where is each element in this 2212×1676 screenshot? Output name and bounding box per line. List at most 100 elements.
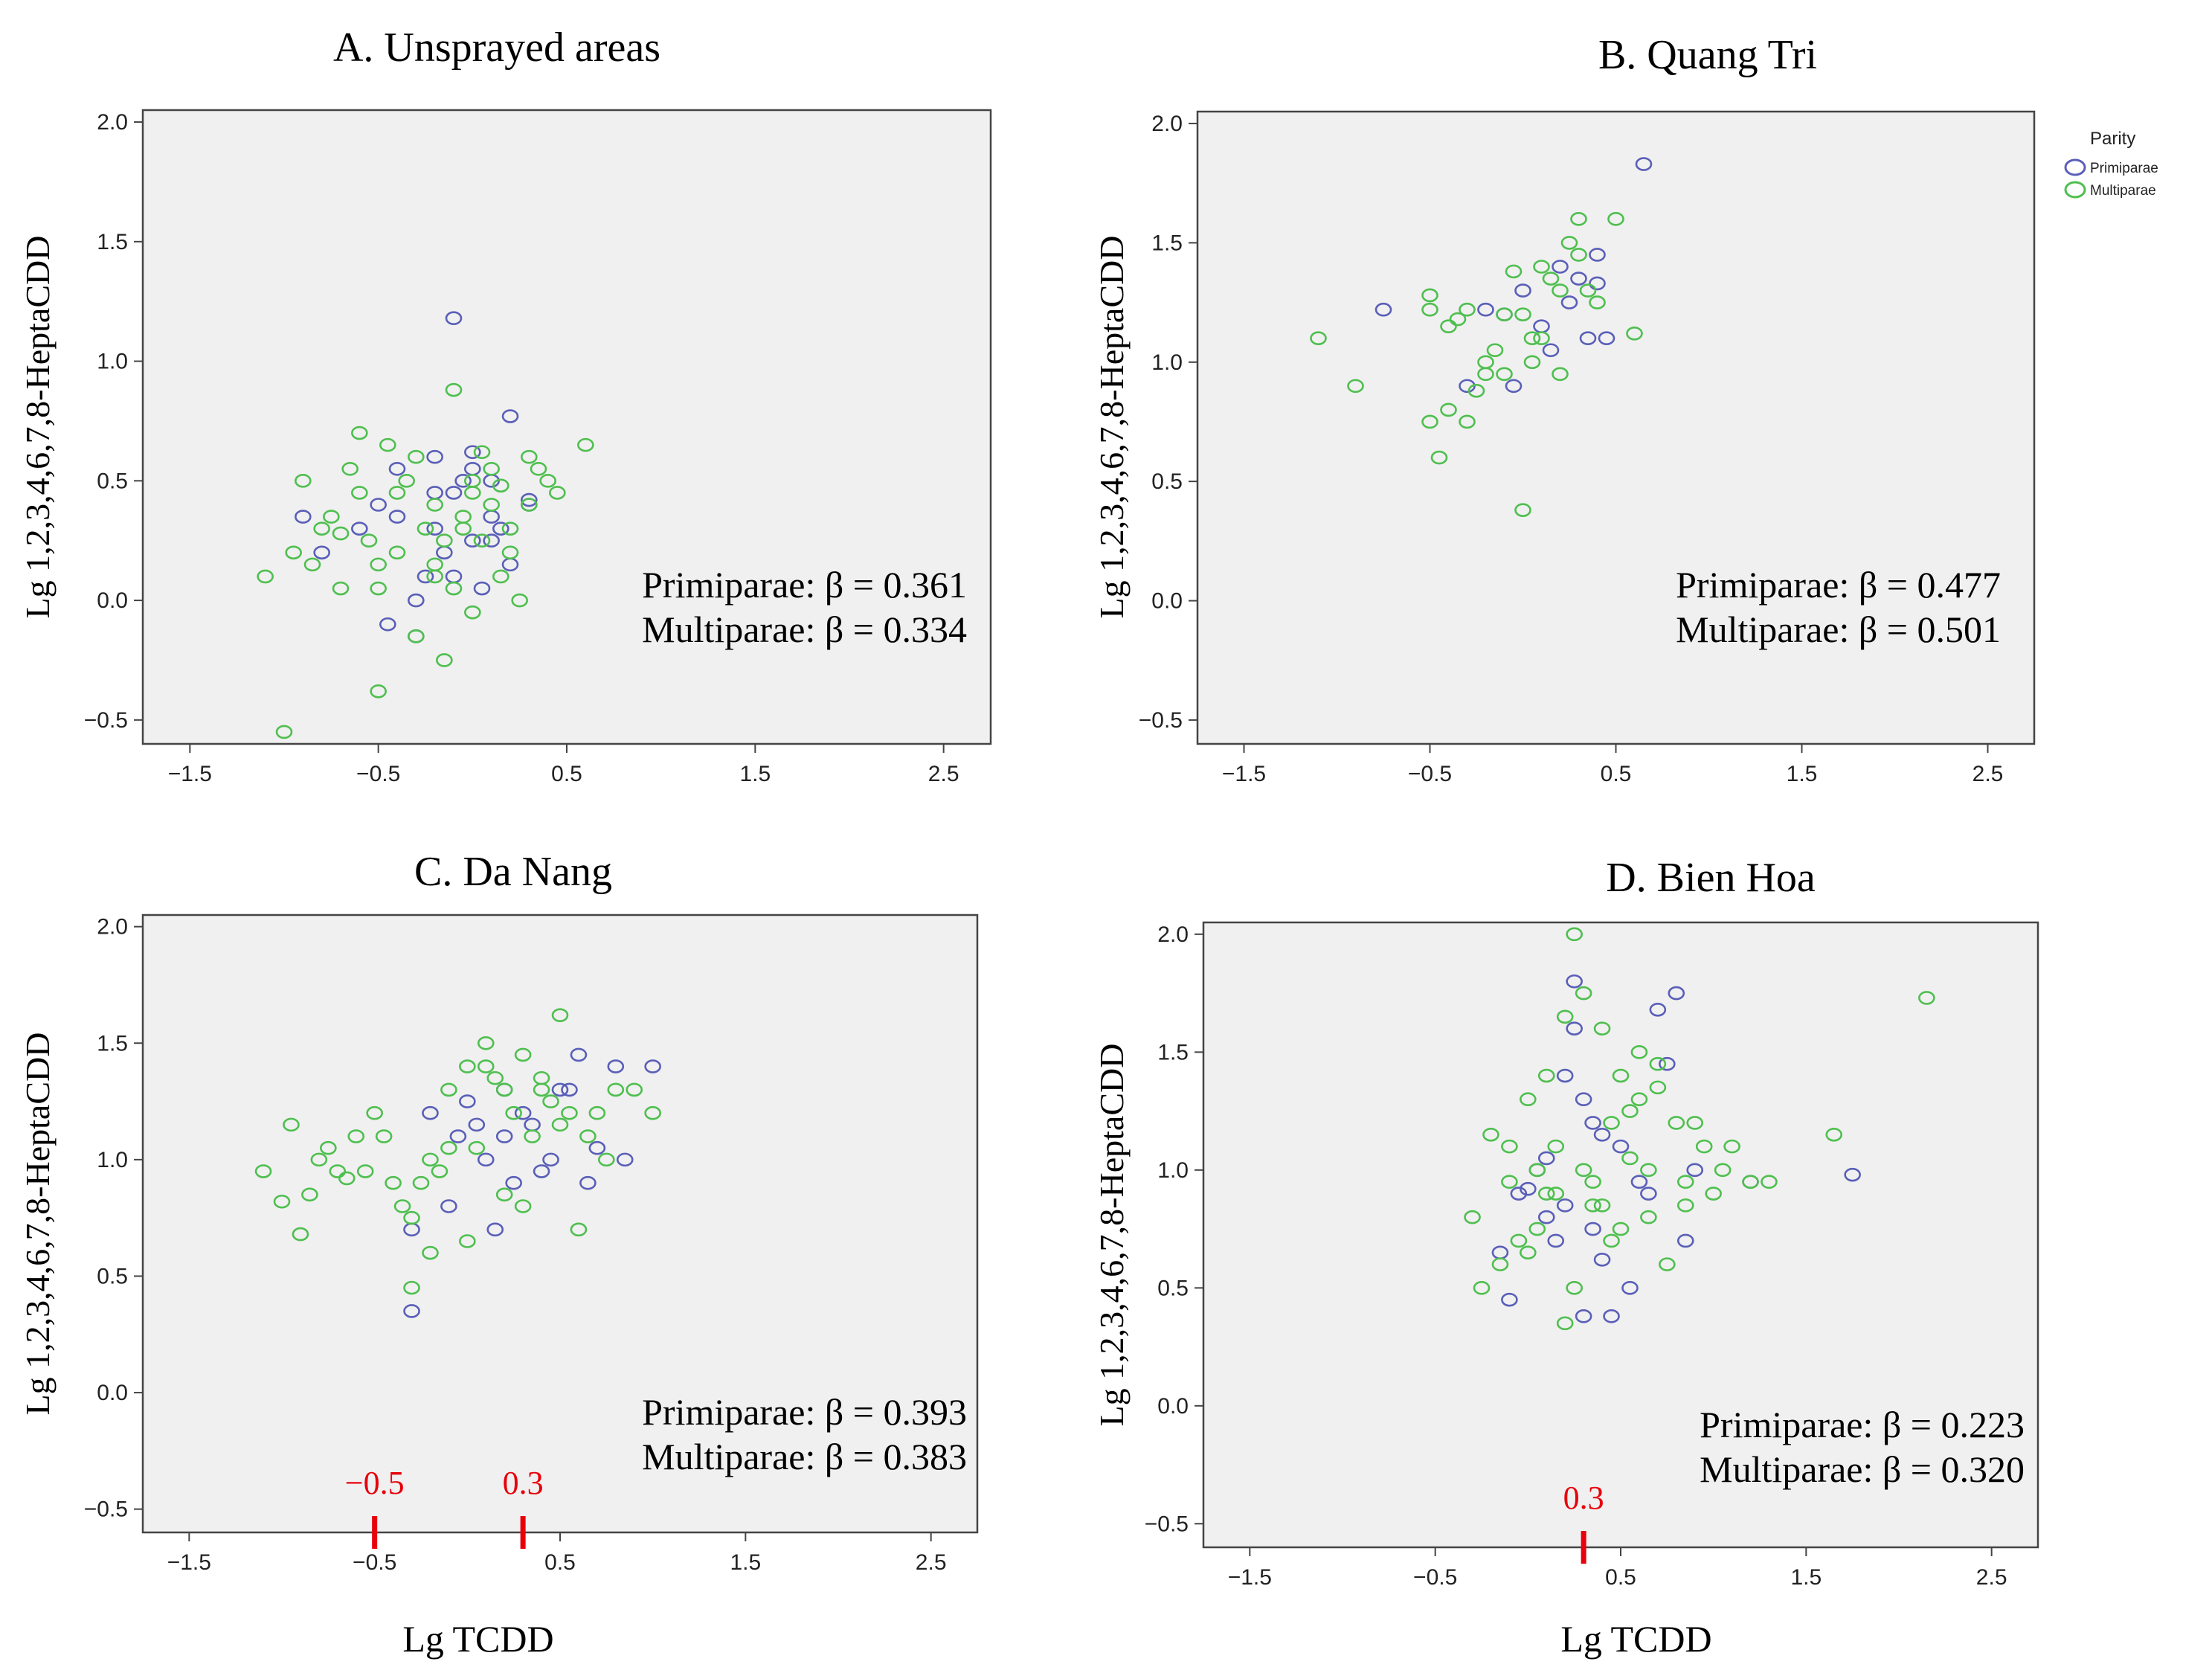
legend-marker-primiparae — [2064, 158, 2086, 176]
point-multiparae — [492, 569, 509, 584]
x-axis: −1.5 −0.5 0.5 1.5 2.5 — [1228, 1547, 2007, 1590]
point-primiparae — [1593, 1127, 1611, 1142]
point-multiparae — [398, 474, 415, 488]
y-axis: 2.0 1.5 1.0 0.5 0.0 −0.5 — [84, 915, 143, 1522]
point-primiparae — [417, 569, 434, 584]
point-multiparae — [1514, 307, 1531, 321]
point-multiparae — [1575, 986, 1592, 1001]
point-multiparae — [1523, 331, 1541, 346]
point-primiparae — [1556, 1198, 1574, 1213]
point-primiparae — [561, 1082, 578, 1097]
point-multiparae — [1612, 1221, 1630, 1236]
point-primiparae — [370, 498, 387, 512]
point-multiparae — [533, 1082, 550, 1097]
y-tick-label: 2.0 — [1151, 112, 1183, 136]
x-tick-label: −1.5 — [167, 1550, 211, 1575]
point-multiparae — [579, 1129, 597, 1143]
point-multiparae — [254, 1164, 272, 1178]
y-axis-label: Lg 1,2,3,4,6,7,8-HeptaCDD — [19, 1033, 57, 1416]
beta-multiparae: Multiparae: β = 0.501 — [1676, 609, 2001, 650]
cutoff-label: 0.3 — [503, 1465, 544, 1501]
point-multiparae — [1467, 383, 1485, 398]
y-tick-label: 0.5 — [1157, 1276, 1189, 1300]
point-multiparae — [1421, 414, 1438, 429]
point-primiparae — [477, 1152, 495, 1167]
point-multiparae — [1440, 402, 1457, 417]
point-primiparae — [1560, 295, 1578, 309]
point-multiparae — [1603, 1233, 1620, 1248]
point-multiparae — [1510, 1233, 1528, 1248]
point-primiparae — [388, 510, 406, 524]
point-multiparae — [644, 1105, 661, 1120]
point-multiparae — [1584, 1198, 1601, 1213]
y-tick-label: 1.0 — [97, 1148, 128, 1172]
point-multiparae — [1528, 1163, 1546, 1178]
point-multiparae — [388, 486, 406, 500]
plot-area — [1196, 110, 2036, 745]
point-primiparae — [1676, 1233, 1694, 1248]
point-multiparae — [347, 1129, 365, 1143]
point-multiparae — [1533, 260, 1550, 274]
point-multiparae — [292, 1227, 309, 1242]
x-tick-label: 0.5 — [551, 762, 582, 786]
point-multiparae — [1556, 1316, 1574, 1331]
point-multiparae — [1607, 212, 1624, 226]
point-primiparae — [440, 1199, 457, 1213]
point-multiparae — [1523, 355, 1541, 370]
point-primiparae — [1844, 1167, 1861, 1182]
point-multiparae — [1491, 1257, 1509, 1271]
point-multiparae — [459, 1059, 476, 1073]
point-multiparae — [1514, 503, 1531, 517]
x-tick-label: −1.5 — [1222, 762, 1266, 786]
point-multiparae — [477, 1059, 495, 1073]
point-primiparae — [1514, 283, 1531, 298]
x-tick-label: 1.5 — [739, 762, 771, 786]
point-multiparae — [514, 1047, 532, 1062]
x-tick-label: −0.5 — [356, 762, 400, 786]
point-multiparae — [422, 1152, 439, 1167]
point-primiparae — [468, 1117, 486, 1132]
point-multiparae — [1723, 1139, 1740, 1154]
point-primiparae — [1570, 272, 1587, 286]
point-multiparae — [459, 1234, 476, 1248]
point-primiparae — [644, 1059, 661, 1073]
point-multiparae — [1570, 212, 1587, 226]
y-tick-label: 1.0 — [1157, 1158, 1189, 1183]
point-multiparae — [1449, 312, 1467, 327]
point-multiparae — [351, 426, 368, 440]
y-tick-label: 1.5 — [1157, 1040, 1189, 1065]
point-multiparae — [436, 653, 453, 667]
point-multiparae — [473, 445, 491, 460]
x-tick-label: −0.5 — [1413, 1565, 1457, 1590]
legend-label-multiparae: Multiparae — [2090, 183, 2156, 199]
x-tick-label: 1.5 — [1790, 1565, 1822, 1590]
cutoff-label: 0.3 — [1563, 1480, 1604, 1516]
point-multiparae — [561, 1105, 578, 1120]
point-multiparae — [1570, 248, 1587, 262]
point-primiparae — [1566, 974, 1583, 989]
y-tick-label: 1.0 — [97, 350, 128, 374]
point-multiparae — [539, 474, 556, 488]
panel-title: B. Quang Tri — [1598, 32, 1817, 78]
point-multiparae — [1584, 1175, 1601, 1189]
point-multiparae — [403, 1210, 420, 1225]
panel-title: A. Unsprayed areas — [333, 25, 660, 71]
point-primiparae — [551, 1082, 569, 1097]
point-multiparae — [468, 1140, 486, 1155]
point-multiparae — [1552, 283, 1569, 298]
point-multiparae — [511, 593, 528, 608]
point-multiparae — [1459, 414, 1476, 429]
point-multiparae — [440, 1140, 457, 1155]
point-multiparae — [426, 498, 443, 512]
point-primiparae — [1575, 1092, 1592, 1107]
y-axis-label: Lg 1,2,3,4,6,7,8-HeptaCDD — [1093, 1044, 1131, 1427]
point-multiparae — [1579, 283, 1597, 298]
point-multiparae — [1459, 302, 1476, 317]
point-multiparae — [403, 1280, 420, 1295]
point-multiparae — [1695, 1139, 1713, 1154]
point-primiparae — [1589, 248, 1606, 262]
point-multiparae — [521, 498, 538, 512]
point-primiparae — [1501, 1292, 1518, 1307]
y-tick-label: 0.0 — [97, 1381, 128, 1405]
y-tick-label: 1.5 — [1151, 231, 1183, 255]
